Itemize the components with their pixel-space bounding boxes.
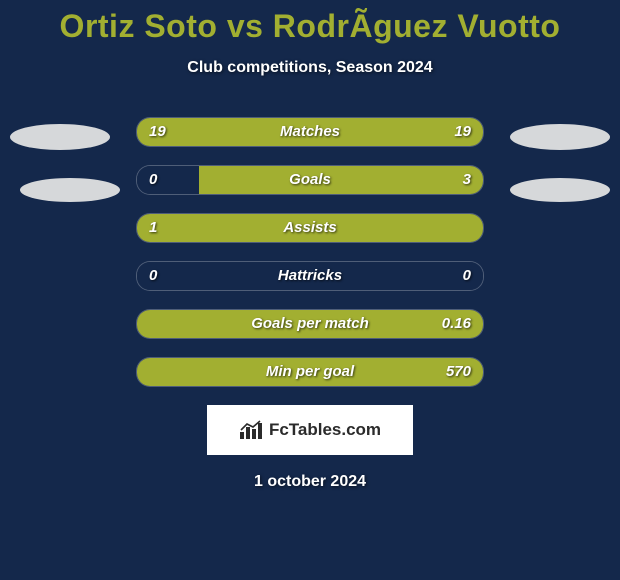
page-title: Ortiz Soto vs RodrÃ­guez Vuotto <box>0 0 620 45</box>
brand-text: FcTables.com <box>269 420 381 440</box>
comparison-infographic: Ortiz Soto vs RodrÃ­guez Vuotto Club com… <box>0 0 620 580</box>
stat-bar: 0Hattricks0 <box>136 261 484 291</box>
bar-label: Goals per match <box>137 310 483 338</box>
stat-bar: 19Matches19 <box>136 117 484 147</box>
bar-label: Assists <box>137 214 483 242</box>
stat-bar: 1Assists <box>136 213 484 243</box>
bar-right-value: 570 <box>446 358 471 386</box>
stat-bars: 19Matches190Goals31Assists0Hattricks0Goa… <box>0 117 620 387</box>
bar-label: Min per goal <box>137 358 483 386</box>
footer-date: 1 october 2024 <box>0 473 620 491</box>
player-left-avatar-placeholder <box>10 124 110 150</box>
bar-right-value: 0.16 <box>442 310 471 338</box>
stat-bar: Min per goal570 <box>136 357 484 387</box>
bar-label: Hattricks <box>137 262 483 290</box>
player-right-avatar-placeholder <box>510 124 610 150</box>
bar-right-value: 3 <box>463 166 471 194</box>
stat-bar: 0Goals3 <box>136 165 484 195</box>
brand-logo-icon <box>239 420 263 440</box>
bar-label: Goals <box>137 166 483 194</box>
bar-label: Matches <box>137 118 483 146</box>
brand-badge: FcTables.com <box>207 405 413 455</box>
subtitle: Club competitions, Season 2024 <box>0 59 620 77</box>
stat-bar: Goals per match0.16 <box>136 309 484 339</box>
player-left-team-placeholder <box>20 178 120 202</box>
bar-right-value: 0 <box>463 262 471 290</box>
player-right-team-placeholder <box>510 178 610 202</box>
bar-right-value: 19 <box>454 118 471 146</box>
